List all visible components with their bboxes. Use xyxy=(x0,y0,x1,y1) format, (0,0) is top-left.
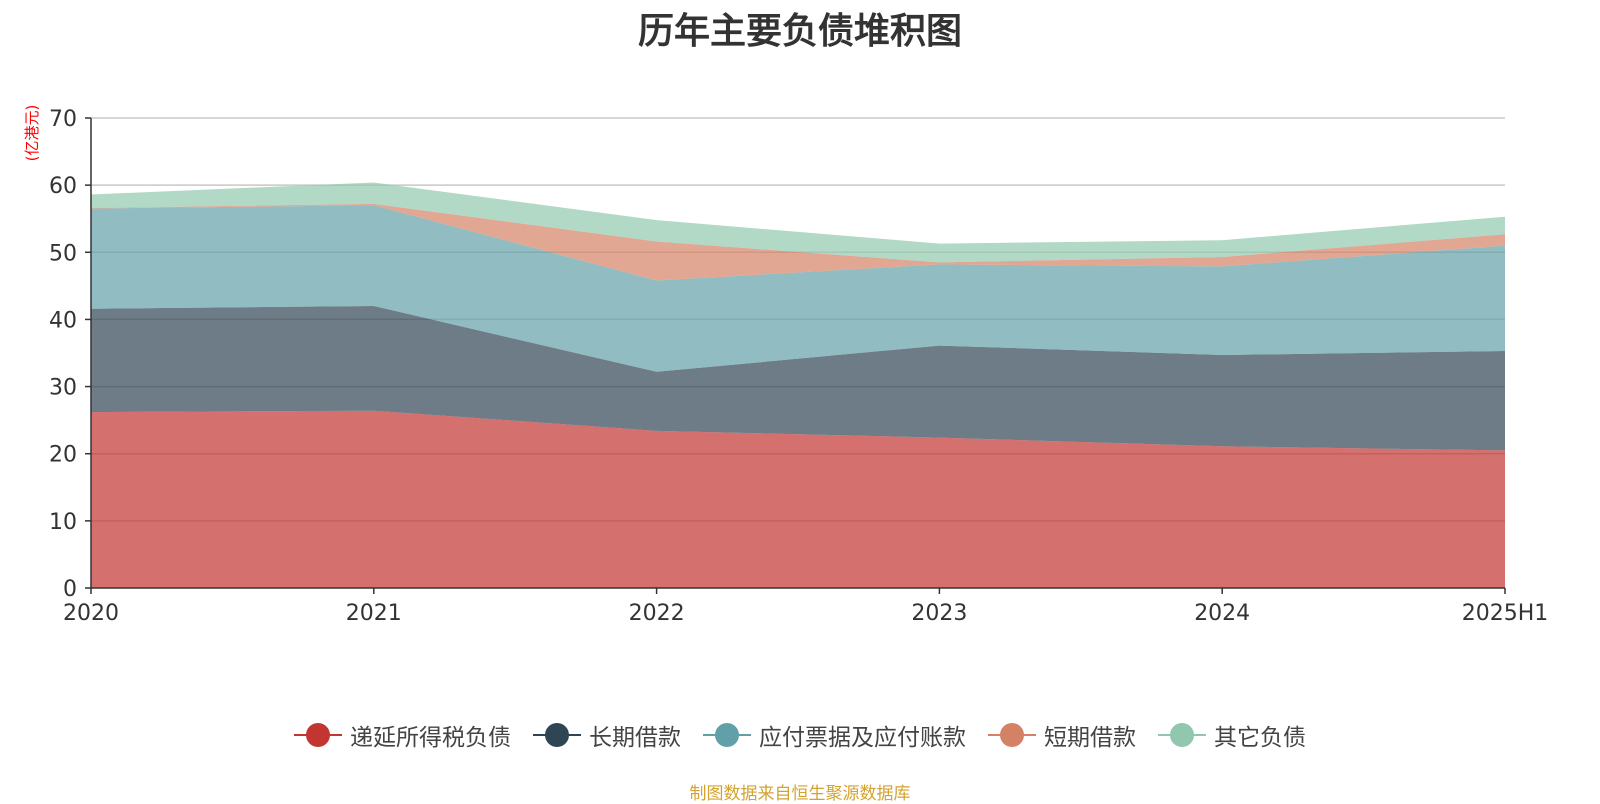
legend-marker-icon xyxy=(988,723,1036,747)
tick-labels: 0 10 20 30 40 50 60 70 2020 2021 2022 2023 2024 2025H… xyxy=(49,107,1548,626)
y-tick-label: 50 xyxy=(49,241,77,266)
y-tick-label: 20 xyxy=(49,443,77,468)
area-series-4[interactable] xyxy=(91,182,1505,263)
y-tick-label: 30 xyxy=(49,376,77,401)
y-tick-label: 0 xyxy=(63,577,77,602)
area-series-2[interactable] xyxy=(91,205,1505,372)
legend-marker-icon xyxy=(703,723,751,747)
legend-item-1[interactable]: 长期借款 xyxy=(533,718,681,752)
legend-item-3[interactable]: 短期借款 xyxy=(988,718,1136,752)
x-tick-label: 2021 xyxy=(346,601,402,626)
legend-marker-icon xyxy=(533,723,581,747)
legend-item-2[interactable]: 应付票据及应付账款 xyxy=(703,718,966,752)
x-tick-label: 2020 xyxy=(63,601,119,626)
legend-label: 长期借款 xyxy=(589,725,681,751)
legend-item-4[interactable]: 其它负债 xyxy=(1158,718,1306,752)
legend-item-0[interactable]: 递延所得税负债 xyxy=(294,718,511,752)
y-tick-label: 70 xyxy=(49,107,77,132)
legend-label: 递延所得税负债 xyxy=(350,725,511,751)
legend-label: 应付票据及应付账款 xyxy=(759,725,966,751)
legend: 递延所得税负债 长期借款 应付票据及应付账款 短期借款 其它负债 xyxy=(0,718,1600,752)
x-tick-label: 2023 xyxy=(911,601,967,626)
x-tick-label: 2022 xyxy=(629,601,685,626)
area-series-1[interactable] xyxy=(91,306,1505,451)
chart-title: 历年主要负债堆积图 xyxy=(637,11,962,52)
x-tick-label: 2024 xyxy=(1194,601,1250,626)
area-series-0[interactable] xyxy=(91,410,1505,588)
y-tick-label: 60 xyxy=(49,174,77,199)
legend-label: 短期借款 xyxy=(1044,725,1136,751)
source-note: 制图数据来自恒生聚源数据库 xyxy=(689,784,911,804)
y-tick-label: 10 xyxy=(49,510,77,535)
legend-label: 其它负债 xyxy=(1214,725,1306,751)
x-tick-label: 2025H1 xyxy=(1462,601,1549,626)
axes xyxy=(85,117,1506,594)
area-series xyxy=(91,182,1505,588)
y-axis-unit-label: (亿港元) xyxy=(23,105,41,162)
y-tick-label: 40 xyxy=(49,308,77,333)
legend-marker-icon xyxy=(1158,723,1206,747)
area-series-3[interactable] xyxy=(91,203,1505,281)
legend-marker-icon xyxy=(294,723,342,747)
